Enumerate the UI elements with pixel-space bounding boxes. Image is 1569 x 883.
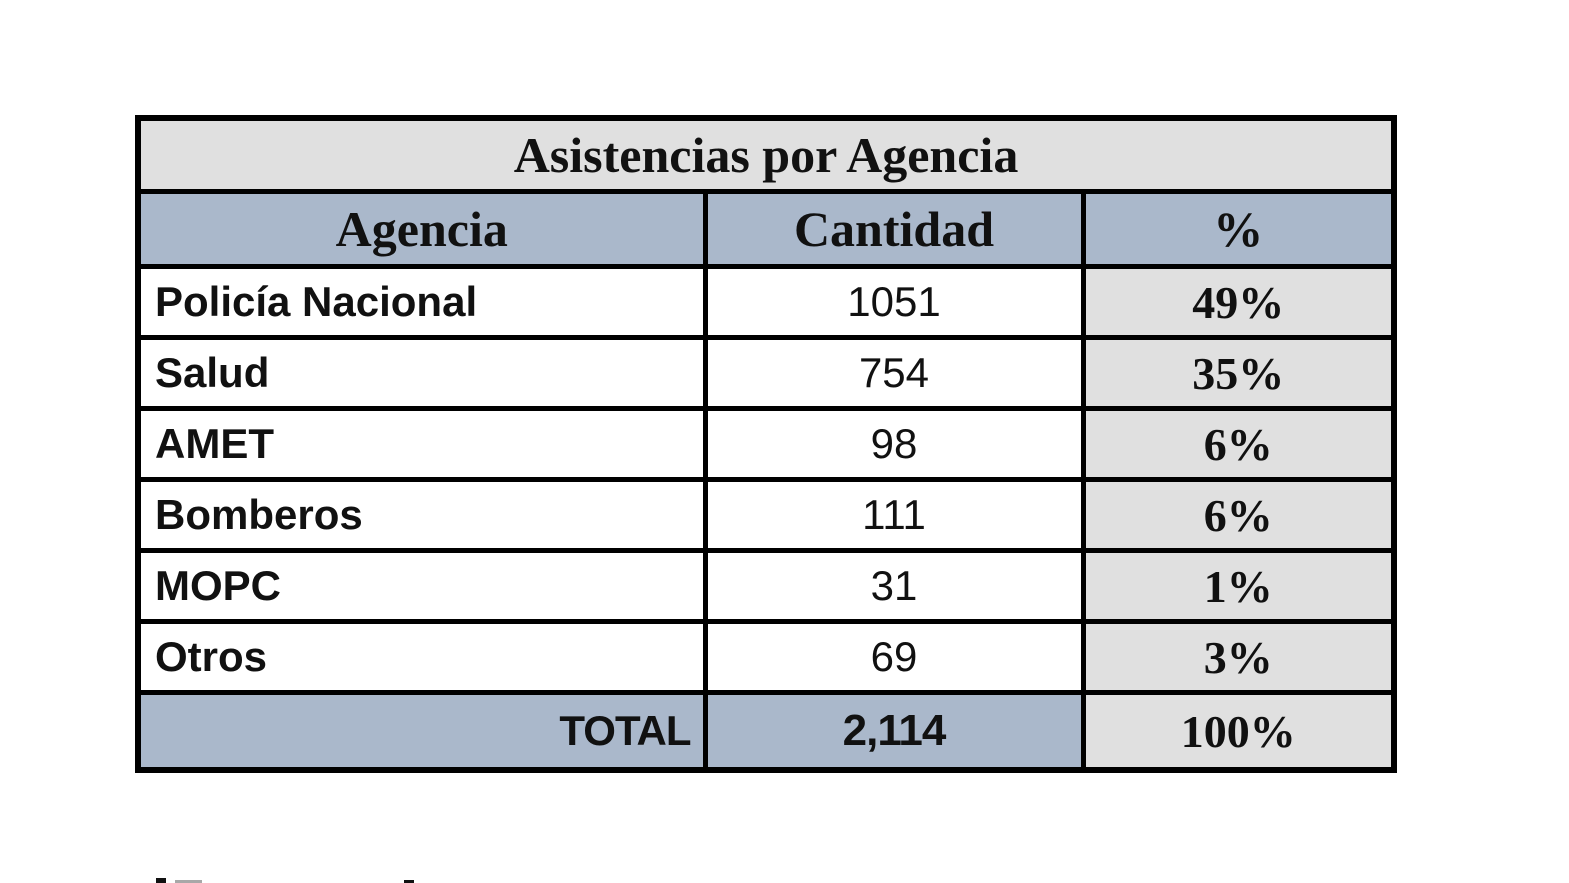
table-row: Policía Nacional 1051 49% — [135, 264, 1397, 340]
agency-percent: 6% — [1080, 477, 1397, 553]
cutoff-text-fragment — [404, 880, 414, 883]
cutoff-text-fragment — [156, 878, 166, 883]
column-header-agencia: Agencia — [135, 189, 708, 269]
total-count: 2,114 — [702, 690, 1086, 773]
agency-percent: 6% — [1080, 406, 1397, 482]
agency-count: 31 — [702, 548, 1086, 624]
table-header-row: Agencia Cantidad % — [135, 189, 1397, 269]
agency-percent: 49% — [1080, 264, 1397, 340]
agency-count: 98 — [702, 406, 1086, 482]
column-header-cantidad: Cantidad — [702, 189, 1086, 269]
table-row: MOPC 31 1% — [135, 548, 1397, 624]
table-row: Bomberos 111 6% — [135, 477, 1397, 553]
agency-percent: 1% — [1080, 548, 1397, 624]
cutoff-text-fragment — [175, 880, 202, 883]
table-total-row: TOTAL 2,114 100% — [135, 690, 1397, 773]
table-title-row: Asistencias por Agencia — [135, 115, 1397, 194]
agency-name: Otros — [135, 619, 708, 695]
asistencias-por-agencia-table: Asistencias por Agencia Agencia Cantidad… — [135, 115, 1398, 773]
agency-count: 69 — [702, 619, 1086, 695]
agency-name: Policía Nacional — [135, 264, 708, 340]
total-percent: 100% — [1080, 690, 1397, 773]
agency-name: Bomberos — [135, 477, 708, 553]
agency-name: Salud — [135, 335, 708, 411]
column-header-percent: % — [1080, 189, 1397, 269]
total-label: TOTAL — [135, 690, 708, 773]
table-row: Salud 754 35% — [135, 335, 1397, 411]
agency-percent: 3% — [1080, 619, 1397, 695]
agency-name: AMET — [135, 406, 708, 482]
agency-count: 1051 — [702, 264, 1086, 340]
table-row: Otros 69 3% — [135, 619, 1397, 695]
agency-count: 111 — [702, 477, 1086, 553]
table-title: Asistencias por Agencia — [135, 115, 1397, 194]
agency-count: 754 — [702, 335, 1086, 411]
agency-name: MOPC — [135, 548, 708, 624]
agency-percent: 35% — [1080, 335, 1397, 411]
table-row: AMET 98 6% — [135, 406, 1397, 482]
